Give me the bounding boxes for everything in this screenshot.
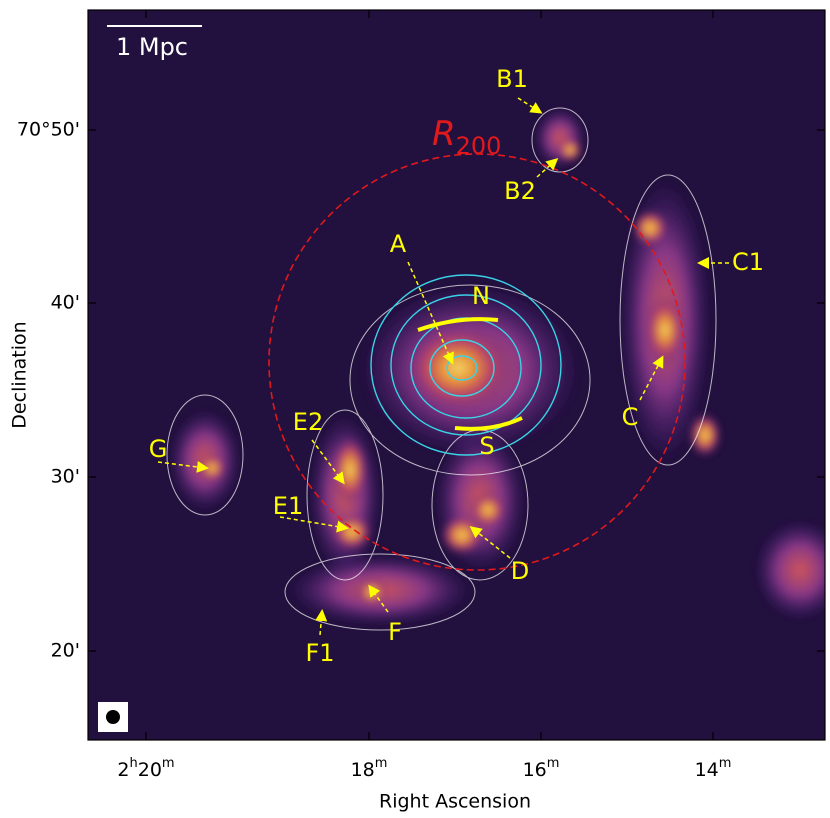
y-axis-label: Declination <box>9 321 31 428</box>
r200-subscript: 200 <box>456 132 502 160</box>
annotation: C1 <box>732 248 764 276</box>
annotation: B2 <box>504 177 536 205</box>
annotation: D <box>511 557 529 585</box>
annotation: S <box>479 432 494 460</box>
y-tick-label: 70°50' <box>17 119 80 141</box>
annotation: F <box>388 618 402 646</box>
y-tick-label: 30' <box>51 466 80 488</box>
annotation: B1 <box>496 65 528 93</box>
x-axis-label: Right Ascension <box>379 791 531 813</box>
annotation: C <box>622 403 639 431</box>
annotation: E1 <box>273 492 303 520</box>
y-tick-label: 20' <box>51 640 80 662</box>
annotation: G <box>149 435 168 463</box>
x-tick-label: 2h20m <box>117 756 174 781</box>
annotation: F1 <box>305 639 334 667</box>
r200-symbol: R <box>432 114 456 154</box>
scale-bar-label: 1 Mpc <box>116 33 188 61</box>
annotation: A <box>390 230 407 258</box>
image <box>88 10 825 740</box>
plot-frame <box>87 9 826 741</box>
x-tick-label: 14m <box>695 756 732 781</box>
annotation: E2 <box>293 408 323 436</box>
y-tick-label: 40' <box>51 292 80 314</box>
x-tick-label: 16m <box>523 756 560 781</box>
r200-label: R200 <box>432 114 501 161</box>
annotation: N <box>472 282 490 310</box>
x-tick-label: 18m <box>351 756 388 781</box>
